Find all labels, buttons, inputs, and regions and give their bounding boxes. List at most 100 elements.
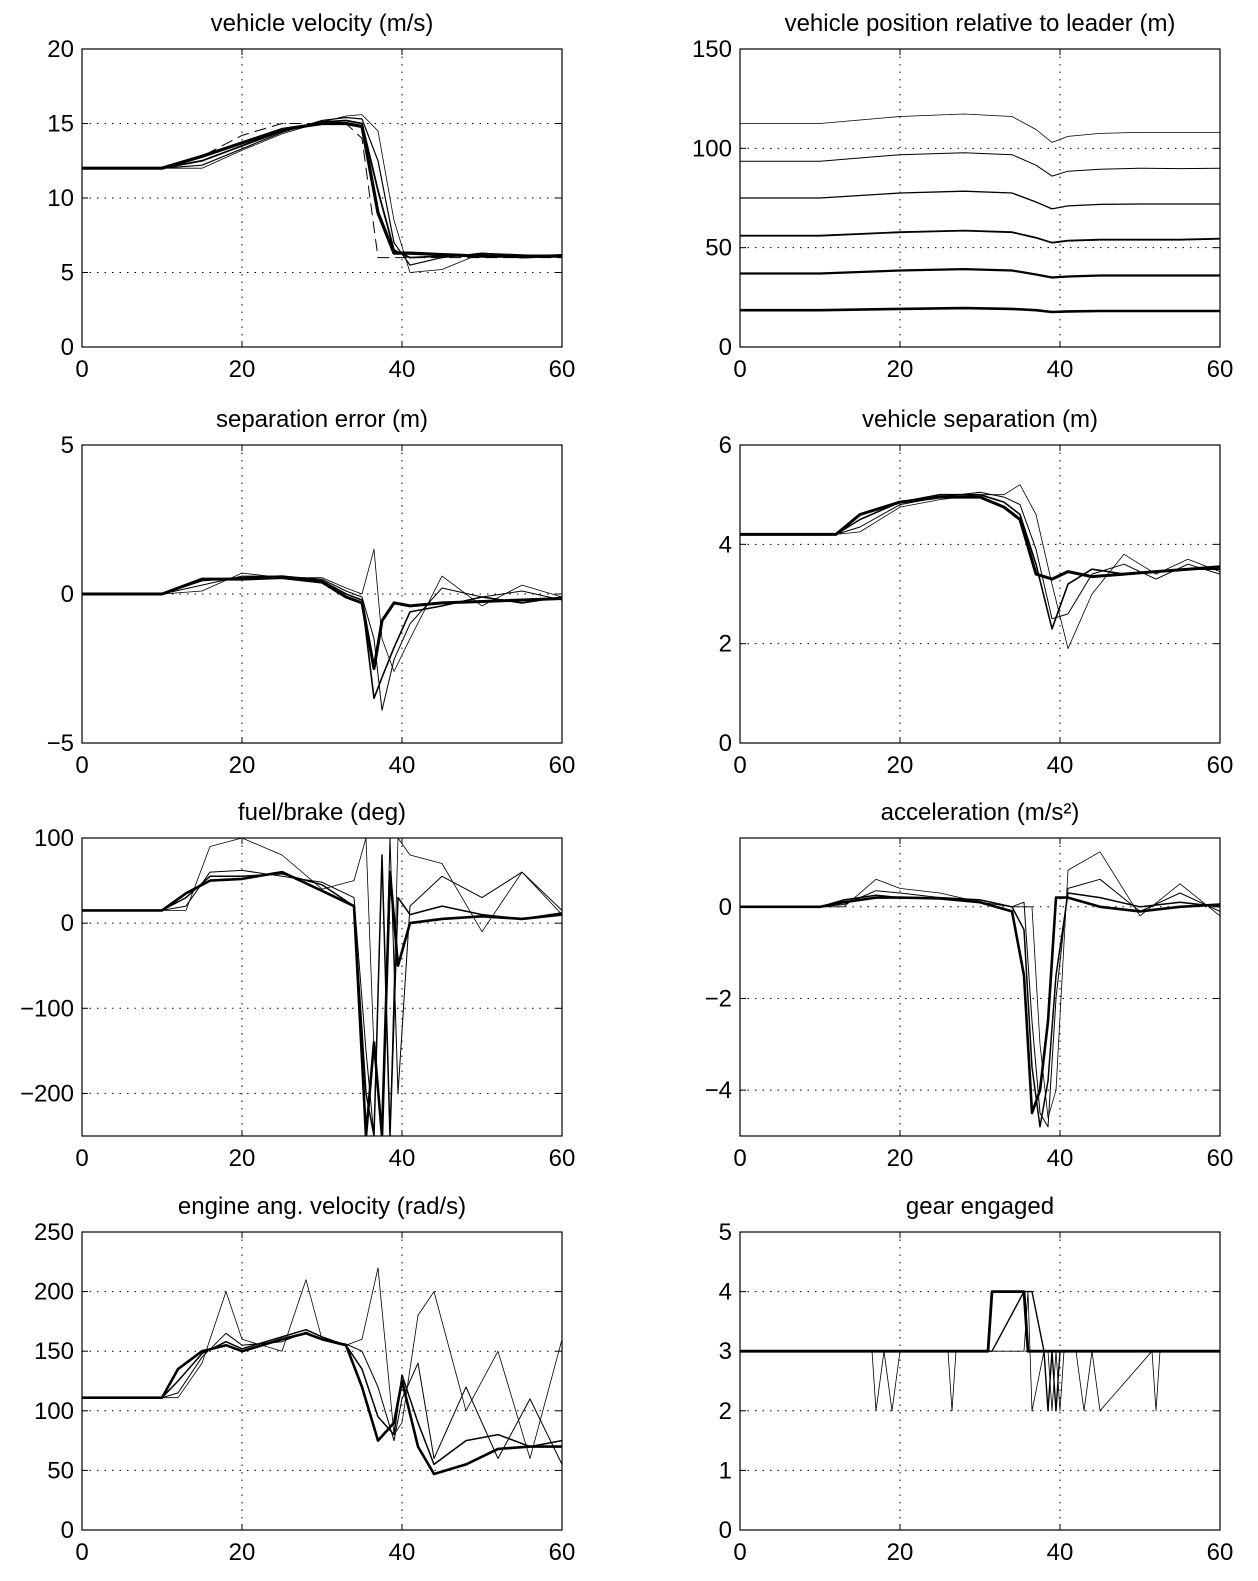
- series-line-1: [740, 1290, 1220, 1353]
- series-line-4: [740, 190, 1220, 210]
- y-tick-label: −100: [20, 995, 74, 1022]
- y-tick-label: 3: [719, 1338, 732, 1365]
- x-tick-label: 20: [887, 1145, 914, 1172]
- y-tick-label: 1: [719, 1457, 732, 1484]
- series-line-2: [82, 119, 562, 259]
- x-tick-label: 40: [389, 752, 416, 779]
- panel-separation: 0 20 40 60 0 2 4 6 vehicle separation (m): [719, 406, 1234, 779]
- series-line-2: [82, 575, 562, 700]
- panel-title: engine ang. velocity (rad/s): [178, 1193, 466, 1220]
- series-line-4: [740, 851, 1220, 1119]
- y-tick-label: 5: [719, 1219, 732, 1246]
- series-line-6: [740, 113, 1220, 143]
- series-line-4: [82, 114, 562, 273]
- plot-frame: [739, 444, 1221, 744]
- y-tick-label: 250: [34, 1219, 74, 1246]
- series-line-3: [740, 491, 1220, 620]
- series-line-2: [82, 1328, 562, 1466]
- series-line-2: [740, 1290, 1220, 1412]
- series-line-3: [82, 1331, 562, 1465]
- y-tick-label: 2: [719, 631, 732, 658]
- series-line-4: [740, 484, 1220, 649]
- series-line-3: [82, 116, 562, 266]
- y-tick-label: −4: [705, 1077, 732, 1104]
- series-line-4: [82, 838, 562, 1136]
- y-tick-label: 5: [61, 432, 74, 459]
- y-tick-label: 0: [719, 334, 732, 361]
- series-line-2: [82, 854, 562, 1136]
- y-tick-label: 50: [47, 1457, 74, 1484]
- series-line-1: [740, 896, 1220, 1115]
- y-tick-label: −200: [20, 1080, 74, 1107]
- series-line-1: [740, 306, 1220, 314]
- series-line-5: [82, 123, 562, 259]
- x-tick-label: 20: [229, 1539, 256, 1566]
- y-tick-label: 4: [719, 1279, 732, 1306]
- y-tick-label: 0: [61, 581, 74, 608]
- panel-title: vehicle position relative to leader (m): [785, 10, 1176, 37]
- y-tick-label: 0: [719, 730, 732, 757]
- panel-title: separation error (m): [216, 406, 428, 433]
- y-tick-label: 0: [61, 1517, 74, 1544]
- panel-fuel_brake: 0 20 40 60 −200 −100 0 100 fuel/brake (deg): [20, 799, 575, 1172]
- series-line-3: [740, 229, 1220, 244]
- panel-gear: 0 20 40 60 0 1 2 3 4 5 gear engaged: [719, 1193, 1234, 1566]
- y-tick-label: 2: [719, 1398, 732, 1425]
- x-tick-label: 20: [887, 356, 914, 383]
- x-tick-label: 40: [1047, 356, 1074, 383]
- series-line-3: [740, 1291, 1220, 1412]
- y-tick-label: 15: [47, 111, 74, 138]
- x-tick-label: 0: [75, 1145, 88, 1172]
- x-tick-label: 0: [733, 752, 746, 779]
- series-line-4: [82, 548, 562, 672]
- x-tick-label: 40: [389, 1539, 416, 1566]
- series-line-2: [740, 493, 1220, 630]
- x-tick-label: 0: [75, 752, 88, 779]
- x-tick-label: 60: [1207, 752, 1234, 779]
- x-tick-label: 40: [389, 1145, 416, 1172]
- panel-acceleration: 0 20 40 60 −4 −2 0 acceleration (m/s²): [705, 799, 1234, 1172]
- x-tick-label: 60: [1207, 356, 1234, 383]
- series-line-5: [740, 152, 1220, 177]
- y-tick-label: 0: [719, 894, 732, 921]
- x-tick-label: 20: [887, 1539, 914, 1566]
- x-tick-label: 40: [1047, 1539, 1074, 1566]
- x-tick-label: 60: [549, 1539, 576, 1566]
- panel-title: gear engaged: [906, 1193, 1054, 1220]
- series-line-3: [740, 878, 1220, 1128]
- y-tick-label: 200: [34, 1279, 74, 1306]
- x-tick-label: 60: [549, 1145, 576, 1172]
- series-line-1: [82, 870, 562, 1136]
- series-line-1: [82, 121, 562, 258]
- y-tick-label: 0: [61, 910, 74, 937]
- y-tick-label: 150: [692, 36, 732, 63]
- y-tick-label: −5: [47, 730, 74, 757]
- series-line-3: [82, 575, 562, 711]
- plot-frame: [81, 837, 563, 1137]
- x-tick-label: 0: [75, 356, 88, 383]
- y-tick-label: 5: [61, 260, 74, 287]
- x-tick-label: 0: [733, 356, 746, 383]
- y-tick-label: 10: [47, 185, 74, 212]
- y-tick-label: 20: [47, 36, 74, 63]
- series-line-1: [740, 495, 1220, 581]
- panel-title: fuel/brake (deg): [238, 799, 406, 826]
- panel-engine: 0 20 40 60 0 50 100 150 200 250 engine ang. veloci…: [34, 1193, 575, 1566]
- x-tick-label: 20: [229, 752, 256, 779]
- series-line-2: [740, 268, 1220, 279]
- x-tick-label: 40: [389, 356, 416, 383]
- plot-frame: [81, 1231, 563, 1531]
- y-tick-label: 100: [34, 825, 74, 852]
- y-tick-label: 6: [719, 432, 732, 459]
- series-line-1: [82, 576, 562, 670]
- x-tick-label: 60: [1207, 1539, 1234, 1566]
- panel-title: vehicle velocity (m/s): [211, 10, 434, 37]
- x-tick-label: 60: [549, 752, 576, 779]
- y-tick-label: 150: [34, 1338, 74, 1365]
- y-tick-label: 50: [705, 235, 732, 262]
- panel-title: acceleration (m/s²): [881, 799, 1080, 826]
- plot-frame: [739, 1231, 1221, 1531]
- y-tick-label: 0: [61, 334, 74, 361]
